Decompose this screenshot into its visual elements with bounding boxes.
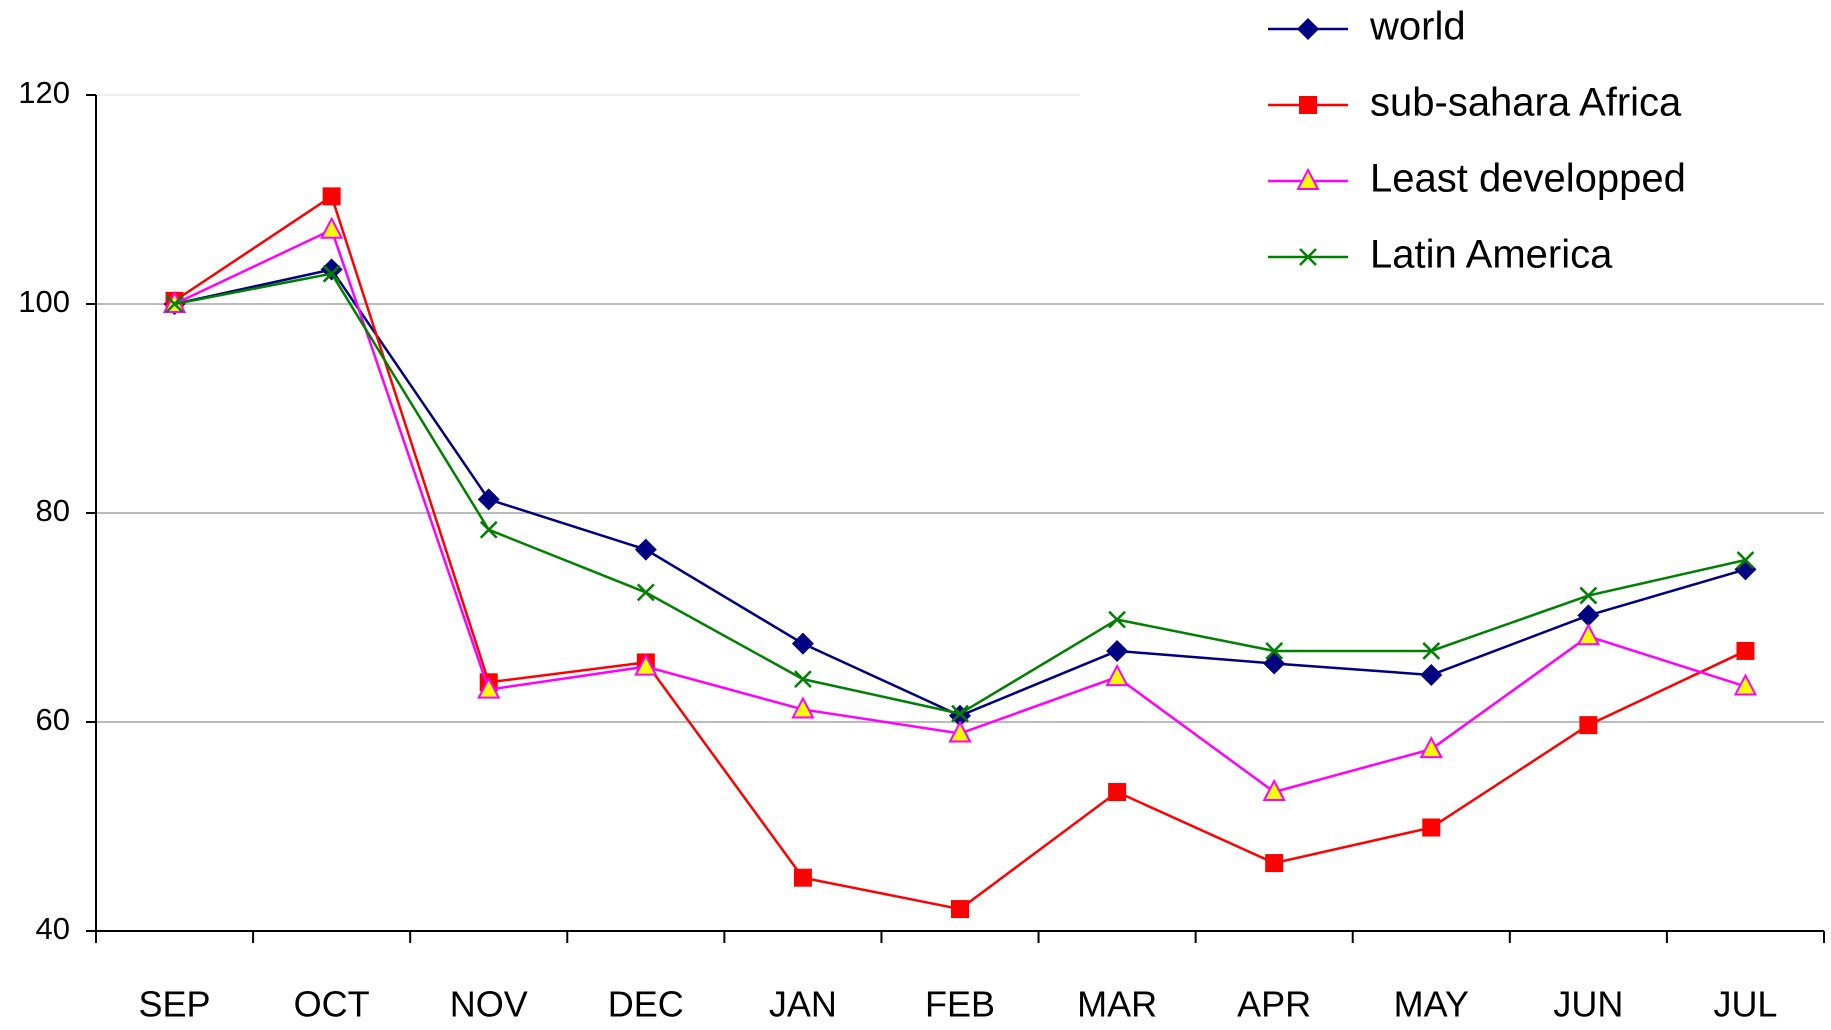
point-marker [1262, 778, 1286, 802]
x-tick-label: JAN [769, 984, 837, 1025]
point-marker [1108, 783, 1127, 802]
point-marker [320, 258, 343, 281]
point-marker [1577, 604, 1600, 627]
point-marker [1263, 652, 1286, 675]
x-tick-label: MAY [1394, 984, 1469, 1025]
series-line [174, 268, 1746, 718]
point-marker [1422, 642, 1441, 660]
legend-marker [1296, 167, 1320, 190]
legend-label: world [1369, 5, 1466, 49]
point-marker [1736, 641, 1755, 660]
point-marker [1736, 551, 1755, 569]
point-marker [322, 264, 341, 283]
point-marker [1420, 663, 1443, 686]
point-marker [1419, 736, 1443, 759]
point-marker [1265, 642, 1284, 660]
x-tick-label: APR [1237, 984, 1311, 1025]
point-marker [479, 520, 498, 539]
legend-label: Least developped [1370, 157, 1686, 201]
point-marker [636, 583, 655, 602]
y-tick-label: 60 [36, 702, 70, 737]
x-tick-label: DEC [608, 984, 684, 1025]
legend-marker [1297, 18, 1319, 40]
point-marker [948, 720, 972, 743]
x-tick-label: NOV [450, 984, 528, 1025]
point-marker [1579, 586, 1598, 605]
point-marker [477, 676, 501, 699]
legend-label: sub-sahara Africa [1370, 81, 1682, 125]
point-marker [1106, 639, 1129, 662]
legend-label: Latin America [1370, 233, 1613, 277]
point-marker [1108, 610, 1126, 629]
point-marker [1576, 623, 1601, 646]
point-marker [322, 187, 341, 206]
point-marker [1422, 818, 1441, 837]
point-marker [951, 900, 969, 919]
point-marker [634, 653, 658, 676]
x-tick-label: JUN [1553, 984, 1623, 1025]
point-marker [1105, 663, 1129, 687]
point-marker [477, 488, 500, 511]
y-tick-label: 100 [18, 284, 70, 319]
point-marker [791, 696, 815, 719]
x-tick-label: OCT [294, 984, 370, 1025]
point-marker [1265, 854, 1284, 873]
point-marker [793, 868, 812, 887]
legend-marker [1299, 248, 1317, 266]
x-tick-label: FEB [925, 984, 995, 1025]
x-tick-label: SEP [139, 984, 211, 1025]
point-marker [165, 295, 184, 313]
x-tick-label: MAR [1077, 984, 1157, 1025]
point-marker [794, 670, 812, 689]
point-marker [634, 538, 657, 561]
y-tick-label: 80 [36, 493, 70, 528]
point-marker [951, 704, 969, 723]
point-marker [791, 632, 814, 655]
y-tick-label: 120 [18, 75, 70, 110]
point-marker [1733, 673, 1758, 696]
x-tick-label: JUL [1713, 984, 1777, 1025]
point-marker [319, 216, 344, 239]
series-line [174, 272, 1746, 715]
y-tick-label: 40 [36, 911, 70, 946]
legend-marker [1299, 96, 1317, 114]
point-marker [1579, 716, 1598, 735]
